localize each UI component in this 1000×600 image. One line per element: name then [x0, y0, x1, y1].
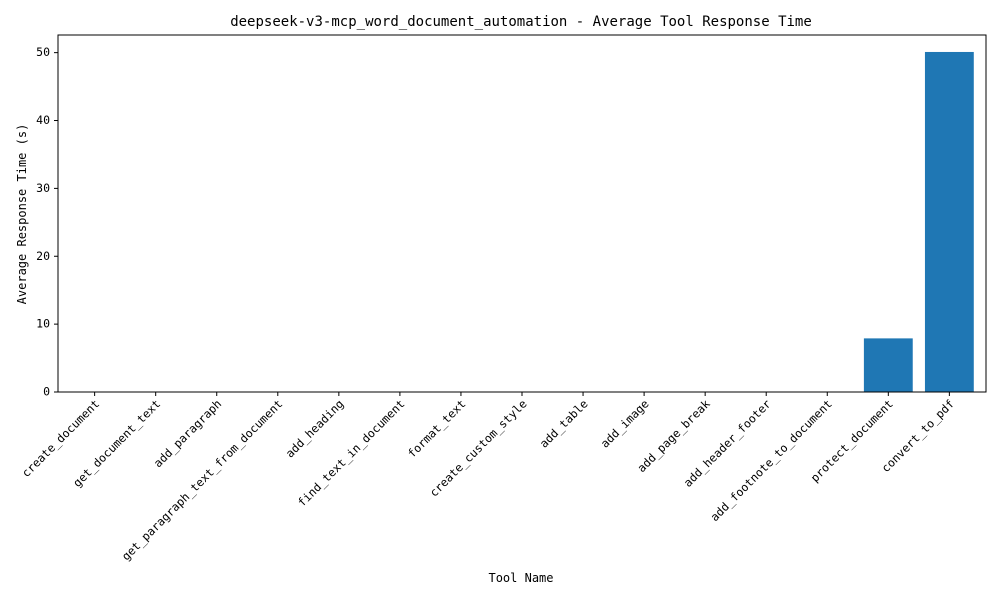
y-axis-label: Average Response Time (s): [15, 124, 29, 305]
x-tick-label: add_image: [598, 397, 652, 451]
y-tick-label: 20: [36, 249, 50, 263]
x-tick-label: add_table: [537, 397, 591, 451]
plot-frame: [57, 34, 987, 393]
x-tick-label: add_footnote_to_document: [707, 397, 834, 524]
x-axis-label: Tool Name: [488, 571, 553, 585]
bar-convert-to-pdf: [924, 51, 974, 392]
x-tick-label: format_text: [405, 397, 469, 461]
y-tick-label: 50: [36, 45, 50, 59]
y-tick-label: 10: [36, 317, 50, 331]
bars-group: [70, 51, 974, 392]
x-tick-label: find_text_in_document: [295, 397, 408, 510]
y-tick-label: 0: [43, 385, 50, 399]
y-axis: 0 10 20 30 40 50: [36, 45, 58, 399]
x-tick-label: add_heading: [283, 397, 347, 461]
bar-protect-document: [863, 338, 913, 392]
x-axis: create_documentget_document_textadd_para…: [19, 392, 957, 563]
y-tick-label: 30: [36, 181, 50, 195]
chart-title: deepseek-v3-mcp_word_document_automation…: [230, 14, 812, 30]
y-tick-label: 40: [36, 113, 50, 127]
